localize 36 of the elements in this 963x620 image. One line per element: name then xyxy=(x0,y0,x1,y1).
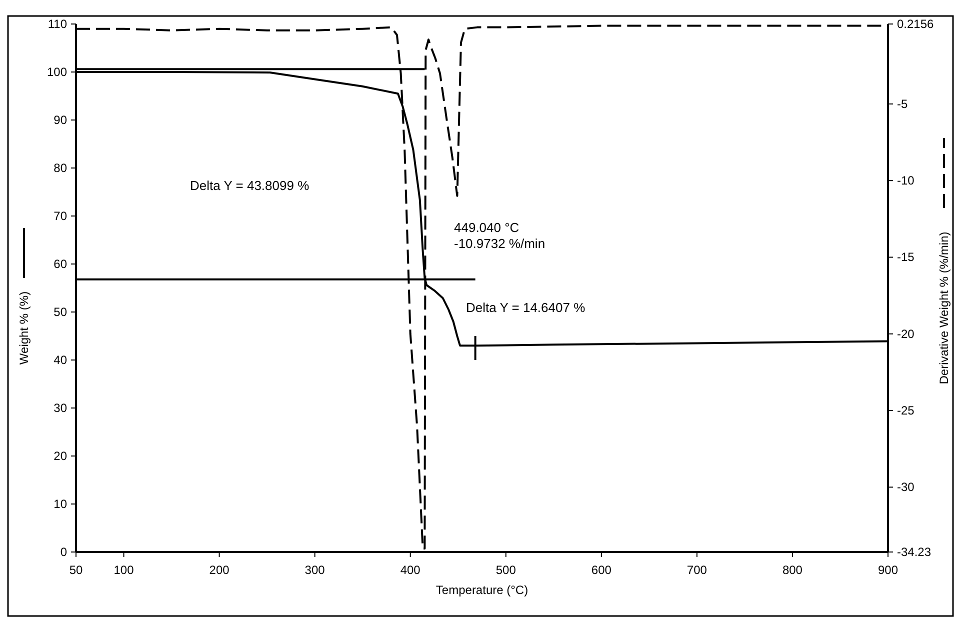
y-tick-label: 10 xyxy=(54,497,68,511)
y-tick-label: 30 xyxy=(54,401,68,415)
y2-tick-label: -34.23 xyxy=(897,545,932,559)
y-axis-title: Weight % (%) xyxy=(17,291,31,365)
y2-tick-label: -5 xyxy=(897,96,908,111)
y-tick-label: 50 xyxy=(54,305,68,319)
x-tick-label: 100 xyxy=(114,563,134,577)
y2-tick-label: -25 xyxy=(897,404,915,418)
x-tick-label: 900 xyxy=(878,563,898,577)
x-tick-label: 800 xyxy=(782,563,803,577)
annotation: Delta Y = 43.8099 % xyxy=(190,178,310,193)
annotation: 449.040 °C -10.9732 %/min xyxy=(454,220,546,251)
y-tick-label: 0 xyxy=(60,545,68,559)
y2-tick-label: -20 xyxy=(897,326,915,341)
y-tick-label: 20 xyxy=(54,449,68,463)
x-tick-label: 200 xyxy=(209,563,230,577)
y2-tick-label: -30 xyxy=(897,480,915,494)
x-tick-label: 700 xyxy=(686,563,708,577)
x-axis-title: Temperature (°C) xyxy=(436,583,528,597)
y-tick-label: 40 xyxy=(54,353,68,367)
y2-axis-title: Derivative Weight % (%/min) xyxy=(937,232,951,384)
y-tick-label: 80 xyxy=(54,161,68,175)
y-tick-label: 100 xyxy=(46,65,68,79)
y-tick-label: 110 xyxy=(48,17,68,31)
annotation: Delta Y = 14.6407 % xyxy=(466,300,586,315)
x-tick-label: 300 xyxy=(304,563,326,577)
y2-tick-label: -15 xyxy=(897,250,915,264)
x-tick-label: 50 xyxy=(69,563,83,577)
y-tick-label: 60 xyxy=(54,257,68,271)
x-tick-label: 600 xyxy=(591,563,612,577)
y-tick-label: 70 xyxy=(54,209,68,223)
y2-tick-label: -10 xyxy=(897,174,915,188)
x-tick-label: 500 xyxy=(496,563,516,577)
y2-tick-label: 0.2156 xyxy=(897,17,934,31)
x-tick-label: 400 xyxy=(400,563,421,577)
y-tick-label: 90 xyxy=(54,113,68,127)
